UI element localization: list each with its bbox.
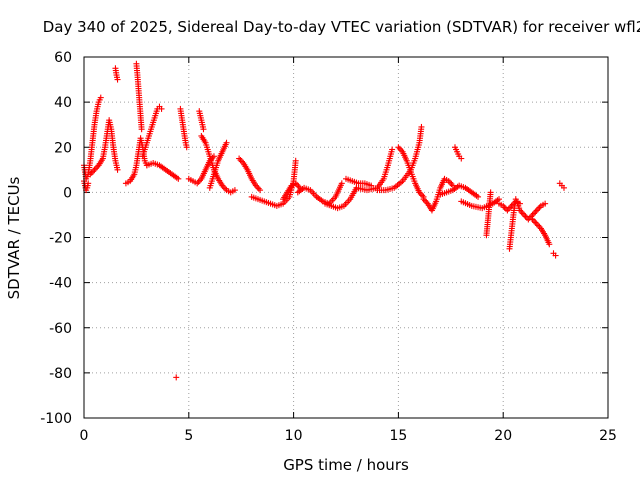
chart-title: Day 340 of 2025, Sidereal Day-to-day VTE…	[43, 18, 640, 36]
y-tick-label: -80	[49, 366, 72, 382]
data-point	[257, 187, 264, 194]
x-tick-label: 10	[285, 428, 303, 444]
data-point	[521, 211, 528, 218]
x-tick-label: 20	[494, 428, 512, 444]
x-axis-label: GPS time / hours	[283, 456, 409, 474]
data-point	[505, 205, 512, 212]
data-point	[138, 126, 145, 133]
data-point	[183, 144, 190, 151]
data-points	[81, 60, 567, 381]
data-point	[532, 208, 539, 215]
data-point	[504, 207, 511, 214]
data-point	[487, 189, 494, 196]
data-point	[223, 139, 230, 146]
x-tick-label: 15	[389, 428, 407, 444]
y-tick-label: -60	[49, 321, 72, 337]
data-point	[533, 220, 540, 227]
y-tick-label: 60	[54, 50, 72, 66]
data-point	[546, 241, 553, 248]
y-tick-label: -40	[49, 276, 72, 292]
data-point	[173, 374, 180, 381]
data-point	[338, 180, 345, 187]
data-point	[421, 197, 428, 204]
plot-frame	[83, 56, 609, 419]
data-point	[200, 126, 207, 133]
data-point	[255, 185, 262, 192]
data-point	[114, 166, 121, 173]
y-axis-label: SDTVAR / TECUs	[5, 176, 23, 299]
data-point	[97, 94, 104, 101]
data-point	[90, 168, 97, 175]
data-point	[395, 144, 402, 151]
data-point	[535, 222, 542, 229]
data-point	[542, 200, 549, 207]
data-point	[507, 204, 514, 211]
data-point	[237, 157, 244, 164]
data-point	[526, 214, 533, 221]
data-point	[530, 210, 537, 217]
x-tick-label: 0	[80, 428, 89, 444]
data-point	[560, 184, 567, 191]
data-point	[522, 213, 529, 220]
data-point	[175, 175, 182, 182]
data-point	[529, 216, 536, 223]
data-point	[458, 155, 465, 162]
data-point	[231, 187, 238, 194]
data-point	[532, 219, 539, 226]
grid	[84, 57, 608, 418]
data-point	[92, 165, 99, 172]
data-point	[158, 105, 165, 112]
data-point	[528, 213, 535, 220]
data-point	[88, 169, 95, 176]
data-point	[419, 192, 426, 199]
data-point	[389, 146, 396, 153]
x-tick-label: 5	[184, 428, 193, 444]
data-point	[448, 181, 455, 188]
x-tick-label: 25	[599, 428, 617, 444]
y-tick-label: -20	[49, 231, 72, 247]
data-point	[530, 217, 537, 224]
data-point	[114, 76, 121, 83]
data-point	[475, 193, 482, 200]
data-point	[236, 155, 243, 162]
data-point	[91, 166, 98, 173]
y-tick-label: 0	[63, 185, 72, 201]
data-point	[533, 207, 540, 214]
data-point	[85, 180, 92, 187]
data-point	[535, 205, 542, 212]
data-point	[195, 178, 202, 185]
data-point	[396, 145, 403, 152]
y-tick-label: -100	[40, 411, 72, 427]
data-point	[418, 123, 425, 130]
axis-ticks: 0 5 10 15 20 25 -100 -80 -60 -40 -20 0 20 40 60	[40, 50, 617, 444]
data-point	[519, 210, 526, 217]
y-tick-label: 40	[54, 95, 72, 111]
y-tick-label: 20	[54, 140, 72, 156]
data-point	[292, 157, 299, 164]
data-point	[294, 181, 301, 188]
data-point	[552, 252, 559, 259]
